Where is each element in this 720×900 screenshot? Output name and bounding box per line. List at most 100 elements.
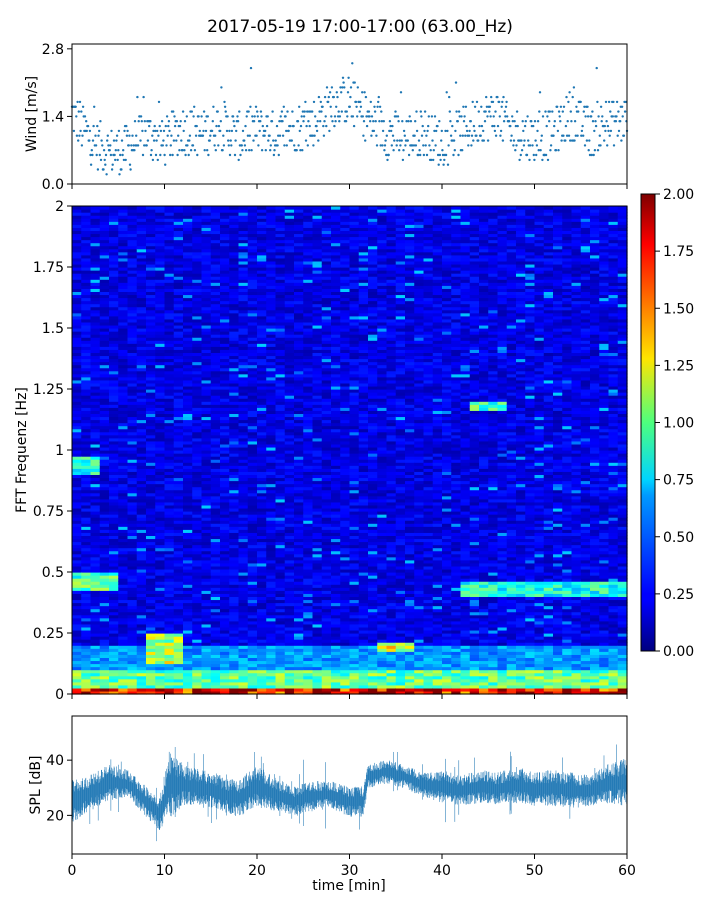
wind-point (381, 144, 384, 147)
spectrogram-cell (81, 215, 92, 219)
wind-point (176, 153, 179, 157)
wind-point (254, 105, 258, 109)
wind-point (363, 91, 366, 94)
wind-point (559, 105, 563, 109)
wind-point (382, 120, 385, 123)
wind-point (301, 110, 305, 113)
spectrogram-cell (118, 206, 129, 210)
spectrogram-cell (90, 645, 101, 649)
wind-point (222, 134, 225, 137)
wind-point (317, 139, 320, 142)
spectrogram-cell (81, 514, 92, 518)
spectrogram-cell (81, 648, 92, 652)
wind-point (203, 149, 206, 152)
wind-point (142, 95, 145, 99)
wind-point (518, 158, 521, 162)
spectrogram-cell (72, 538, 82, 543)
wind-point (528, 144, 532, 147)
wind-point (619, 120, 622, 123)
spectrogram-cell (72, 434, 82, 439)
wind-point (145, 144, 148, 147)
wind-point (428, 144, 431, 147)
spectrogram-cell (81, 544, 92, 549)
wind-point (435, 129, 438, 133)
wind-point (496, 124, 500, 128)
spectrogram-cell (72, 355, 82, 360)
wind-point (493, 124, 496, 128)
wind-point (492, 115, 495, 118)
spectrogram-cell (72, 584, 82, 588)
wind-point (607, 100, 611, 104)
figure-title: 2017-05-19 17:00-17:00 (63.00_Hz) (207, 17, 513, 37)
spectrogram-cell (72, 636, 82, 640)
wind-point (408, 115, 411, 118)
spectrogram-cell (81, 520, 92, 524)
wind-point (167, 120, 171, 123)
wind-point (135, 134, 138, 137)
wind-point (362, 134, 365, 137)
wind-point (141, 129, 144, 133)
spectrogram-cell (90, 620, 101, 625)
spectrogram-cell (72, 334, 82, 338)
spectrogram-cell (81, 321, 92, 326)
wind-point (454, 81, 458, 84)
wind-point (152, 139, 156, 142)
wind-point (527, 139, 530, 142)
wind-point (443, 158, 446, 162)
wind-point (331, 120, 334, 123)
wind-point (403, 134, 406, 137)
spectrogram-cell (81, 675, 92, 680)
wind-point (272, 153, 276, 157)
wind-point (368, 115, 371, 118)
wind-point (593, 129, 596, 133)
wind-point (323, 95, 327, 99)
spectrogram-cell (90, 669, 101, 674)
wind-point (126, 129, 129, 133)
wind-point (580, 129, 584, 133)
wind-point (591, 120, 595, 123)
spectrogram-cell (72, 239, 82, 244)
wind-point (219, 129, 222, 133)
spectrogram-cell (127, 206, 138, 210)
spectrogram-cell (72, 672, 82, 677)
spectrogram-cell (72, 446, 82, 451)
wind-point (181, 110, 185, 113)
spectrogram-cell (81, 306, 92, 311)
spectrogram-cell (72, 623, 82, 628)
wind-point (394, 115, 398, 118)
wind-point (308, 124, 311, 128)
wind-point (617, 110, 620, 113)
spectrogram-cell (81, 233, 92, 238)
wind-point (314, 115, 317, 118)
wind-point (490, 95, 493, 99)
wind-point (336, 95, 339, 99)
wind-point (469, 120, 472, 123)
wind-point (583, 105, 586, 109)
wind-point (249, 105, 252, 109)
wind-point (311, 134, 314, 137)
wind-point (243, 144, 247, 147)
spectrogram-cell (81, 337, 92, 341)
wind-point (392, 149, 395, 152)
spectrogram-cell (72, 364, 82, 369)
wind-point (182, 129, 185, 133)
wind-point (582, 134, 585, 137)
wind-point (449, 134, 453, 137)
spectrogram-cell (72, 389, 82, 393)
wind-point (445, 91, 448, 94)
spectrogram-cell (81, 492, 92, 497)
spectrogram-cell (72, 602, 82, 607)
wind-point (575, 105, 578, 109)
wind-point (531, 144, 534, 147)
wind-point (136, 95, 139, 99)
wind-point (151, 158, 155, 162)
wind-point (436, 153, 440, 157)
wind-point (557, 110, 561, 113)
wind-point (171, 153, 174, 157)
spectrogram-cell (72, 257, 82, 262)
wind-point (226, 115, 229, 118)
spectrogram-cell (81, 678, 92, 683)
wind-point (281, 120, 284, 123)
wind-point (325, 86, 329, 89)
wind-point (488, 105, 492, 109)
